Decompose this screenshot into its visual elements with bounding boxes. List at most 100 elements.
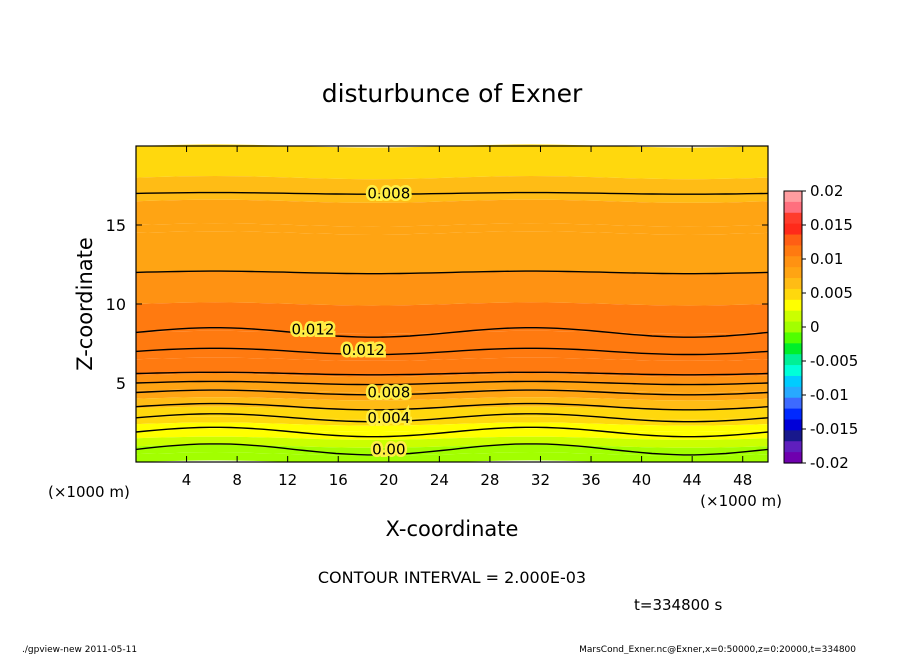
color-band (136, 223, 768, 235)
x-tick-label: 44 (683, 471, 702, 489)
x-tick-label: 12 (278, 471, 297, 489)
footer-left: ./gpview-new 2011-05-11 (22, 645, 137, 654)
colorbar-label: 0.005 (810, 284, 853, 302)
x-tick-label: 4 (182, 471, 192, 489)
y-axis-label: Z-coordinate (73, 237, 97, 371)
colorbar-label: 0.015 (810, 216, 853, 234)
color-band (136, 199, 768, 227)
color-band (136, 381, 768, 393)
color-band (136, 452, 768, 462)
x-tick-label: 48 (733, 471, 752, 489)
y-tick-label: 5 (116, 374, 126, 393)
colorbar-label: -0.02 (810, 454, 849, 472)
chart-title: disturbunce of Exner (322, 79, 583, 108)
colorbar-cell (784, 321, 802, 334)
colorbar-cell (784, 288, 802, 301)
x-tick-label: 16 (329, 471, 348, 489)
contour-interval-text: CONTOUR INTERVAL = 2.000E-03 (318, 568, 586, 587)
contour-line (135, 191, 769, 195)
colorbar-cell (784, 299, 802, 312)
contour-line (135, 413, 769, 423)
colorbar-cell (784, 332, 802, 344)
x-axis-unit-right: (×1000 m) (700, 492, 782, 510)
colorbar-label: -0.01 (810, 386, 849, 404)
colorbar-cell (784, 234, 802, 246)
x-tick-label: 40 (632, 471, 651, 489)
contour-labels: 0.008 0.012 0.012 0.008 0.004 0.00 (289, 182, 413, 461)
colorbar-cell (784, 354, 802, 366)
color-band (136, 444, 768, 456)
colorbar-cell (784, 365, 802, 377)
colorbar-cell (784, 397, 802, 410)
x-axis-unit-left: (×1000 m) (48, 483, 130, 501)
contour-line (135, 371, 769, 376)
colorbar-cell (784, 278, 802, 290)
colorbar-cell (784, 430, 802, 442)
contour-label: 0.004 (367, 409, 410, 427)
colorbar-cell (784, 408, 802, 421)
color-band (136, 231, 768, 274)
contour-lines (135, 191, 769, 456)
contour-line (135, 402, 769, 411)
color-band (136, 176, 768, 203)
color-band (136, 422, 768, 432)
contour-label: 0.012 (291, 320, 334, 338)
color-band (136, 373, 768, 385)
contour-line (135, 347, 769, 356)
colorbar-labels: 0.02 0.015 0.01 0.005 0 -0.005 -0.01 -0.015 -0.0… (802, 182, 858, 472)
contour-label: 0.008 (367, 383, 410, 401)
color-bands (136, 144, 768, 462)
colorbar-cell (784, 256, 802, 268)
color-band (136, 357, 768, 377)
color-band (136, 144, 768, 180)
x-tick-label: 20 (379, 471, 398, 489)
color-band (136, 270, 768, 306)
x-axis-ticks: 4 8 12 16 20 24 28 32 36 40 44 48 (182, 146, 752, 489)
contour-line (135, 389, 769, 396)
colorbar-cell (784, 267, 802, 279)
x-tick-label: 24 (430, 471, 449, 489)
contour-line (135, 426, 769, 438)
colorbar-label: 0.01 (810, 250, 843, 268)
colorbar-label: 0 (810, 318, 820, 336)
contour-label: 0.00 (372, 440, 405, 458)
color-band (136, 416, 768, 426)
colorbar-cell (784, 223, 802, 236)
contour-line (135, 327, 769, 338)
colorbar-cell (784, 201, 802, 214)
plot-area: 0.008 0.012 0.012 0.008 0.004 0.00 (135, 144, 769, 463)
colorbar-cell (784, 452, 802, 464)
colorbar-cell (784, 441, 802, 453)
colorbar-cell (784, 375, 802, 388)
x-axis-label: X-coordinate (386, 517, 519, 541)
time-stamp: t=334800 s (634, 596, 722, 614)
colorbar (784, 191, 802, 464)
contour-line (135, 270, 769, 275)
x-tick-label: 28 (480, 471, 499, 489)
colorbar-label: -0.005 (810, 352, 858, 370)
contour-label: 0.012 (342, 341, 385, 359)
colorbar-label: -0.015 (810, 420, 858, 438)
y-tick-label: 15 (106, 216, 126, 235)
colorbar-cell (784, 419, 802, 431)
colorbar-label: 0.02 (810, 182, 843, 200)
color-band (136, 406, 768, 420)
color-band (136, 330, 768, 361)
y-tick-label: 10 (106, 295, 126, 314)
colorbar-cell (784, 386, 802, 399)
x-tick-label: 8 (232, 471, 242, 489)
colorbar-cell (784, 245, 802, 257)
color-band (136, 302, 768, 334)
colorbar-cell (784, 212, 802, 225)
contour-label: 0.008 (367, 184, 410, 202)
colorbar-cell (784, 191, 802, 203)
colorbar-cell (784, 343, 802, 355)
contour-line (135, 380, 769, 386)
x-tick-label: 36 (581, 471, 600, 489)
contour-line (135, 443, 769, 456)
y-axis-ticks: 5 10 15 (106, 216, 768, 393)
x-tick-label: 32 (531, 471, 550, 489)
colorbar-cell (784, 310, 802, 323)
footer-right: MarsCond_Exner.nc@Exner,x=0:50000,z=0:20… (579, 645, 856, 654)
